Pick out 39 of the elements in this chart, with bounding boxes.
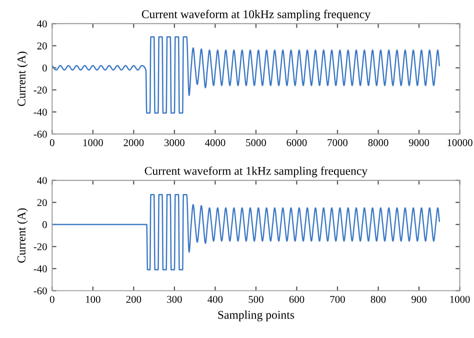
x-tick-label: 7000	[328, 139, 348, 146]
y-tick-label: -60	[34, 130, 47, 138]
x-tick-label: 10000	[448, 139, 472, 146]
y-tick-label: 20	[37, 199, 47, 206]
y-tick-label: -40	[34, 265, 47, 272]
x-tick-label: 300	[167, 296, 182, 303]
x-tick-label: 0	[50, 139, 54, 146]
x-tick-label: 0	[50, 296, 54, 303]
x-tick-label: 3000	[164, 139, 184, 146]
y-axis-title: Current (A)	[17, 52, 28, 106]
x-tick-label: 8000	[368, 139, 388, 146]
y-tick-label: 40	[37, 177, 47, 184]
x-tick-label: 100	[86, 296, 100, 303]
x-tick-label: 200	[126, 296, 142, 303]
x-tick-label: 900	[412, 296, 426, 303]
y-tick-label: 20	[37, 42, 47, 50]
chart-title: Current waveform at 10kHz sampling frequency	[142, 10, 370, 21]
y-tick-label: 40	[37, 20, 47, 28]
x-tick-label: 400	[208, 296, 223, 303]
x-tick-label: 500	[248, 296, 264, 303]
x-tick-label: 600	[289, 296, 304, 303]
x-tick-label: 800	[370, 296, 386, 303]
y-tick-label: -20	[34, 243, 47, 250]
x-tick-label: 1000	[83, 139, 103, 146]
x-tick-label: 9000	[408, 139, 430, 146]
y-tick-label: 0	[42, 221, 47, 228]
x-tick-label: 700	[330, 296, 345, 303]
x-tick-label: 2000	[124, 139, 144, 146]
y-tick-label: -20	[34, 86, 47, 94]
x-tick-label: 1000	[450, 296, 470, 303]
x-tick-label: 4000	[204, 139, 226, 146]
y-tick-label: 0	[42, 64, 47, 72]
y-axis-title: Current (A)	[17, 208, 28, 263]
chart-title: Current waveform at 1kHz sampling frequency	[144, 166, 368, 178]
y-tick-label: -60	[34, 287, 47, 294]
x-tick-label: 5000	[246, 139, 266, 146]
y-tick-label: -40	[34, 108, 47, 116]
x-tick-label: 6000	[286, 139, 307, 146]
x-axis-title: Sampling points	[218, 310, 294, 322]
